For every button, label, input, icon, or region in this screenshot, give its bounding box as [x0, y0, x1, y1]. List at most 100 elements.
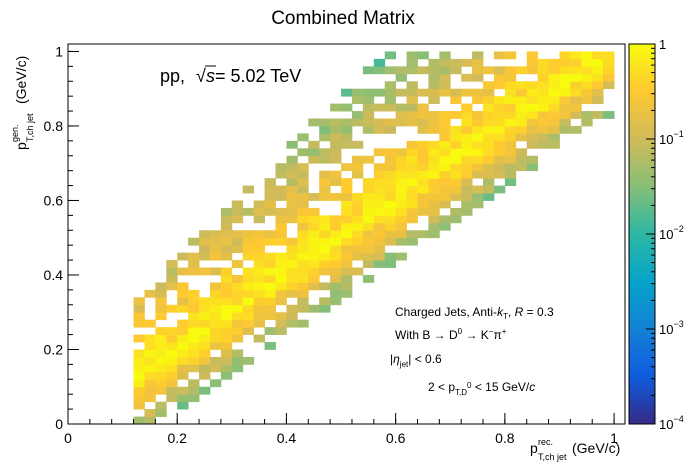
heatmap-cell	[177, 349, 189, 358]
heatmap-cell	[483, 125, 495, 134]
heatmap-cell	[286, 245, 298, 254]
heatmap-cell	[188, 267, 200, 276]
heatmap-cell	[341, 200, 353, 209]
heatmap-cell	[450, 148, 462, 157]
heatmap-cell	[155, 371, 167, 380]
heatmap-cell	[264, 342, 276, 350]
heatmap-cell	[395, 207, 407, 216]
heatmap-cell	[537, 88, 549, 97]
heatmap-cell	[264, 185, 276, 194]
heatmap-cell	[362, 245, 375, 254]
heatmap-cell	[166, 386, 178, 395]
heatmap-cell	[417, 185, 429, 194]
heatmap-cell	[428, 230, 440, 239]
heatmap-cell	[417, 148, 429, 157]
heatmap-cell	[351, 193, 364, 201]
heatmap-cell	[133, 371, 145, 380]
heatmap-cell	[483, 170, 495, 179]
heatmap-cell	[472, 73, 484, 82]
heatmap-cell	[144, 342, 156, 350]
heatmap-cell	[199, 386, 211, 395]
heatmap-cell	[559, 118, 571, 127]
heatmap-cell	[330, 148, 342, 157]
heatmap-cell	[220, 319, 233, 328]
heatmap-cell	[439, 222, 451, 231]
heatmap-cell	[330, 118, 342, 127]
heatmap-cell	[461, 148, 473, 157]
heatmap-cell	[308, 140, 320, 149]
x-axis: 0 0.2 0.4 0.6 0.8 1	[64, 413, 618, 446]
heatmap-cell	[581, 118, 593, 127]
heatmap-cell	[395, 103, 407, 112]
energy-value: = 5.02 TeV	[215, 66, 301, 86]
heatmap-cell	[526, 88, 539, 97]
heatmap-cell	[417, 170, 429, 179]
heatmap-cell	[286, 237, 298, 246]
heatmap-cell	[362, 125, 375, 134]
heatmap-cell	[395, 170, 407, 179]
heatmap-cell	[144, 364, 156, 373]
heatmap-cell	[341, 133, 353, 142]
heatmap-cell	[242, 274, 255, 283]
heatmap-cell	[384, 170, 397, 179]
heatmap-cell	[428, 170, 440, 179]
heatmap-cell	[461, 163, 473, 172]
heatmap-cell	[286, 170, 298, 179]
y-tick-label: 0.2	[44, 341, 64, 357]
heatmap-cell	[275, 230, 287, 239]
heatmap-cell	[428, 222, 440, 231]
heatmap-cell	[483, 96, 495, 105]
heatmap-cell	[373, 207, 386, 216]
heatmap-cell	[155, 349, 167, 358]
heatmap-cell	[351, 207, 364, 216]
colorbar-tick-label: 1	[659, 37, 666, 52]
heatmap-cell	[319, 304, 331, 313]
heatmap-cell	[439, 51, 451, 60]
heatmap-cell	[493, 118, 506, 127]
heatmap-cell	[188, 364, 200, 373]
heatmap-cell	[166, 334, 178, 343]
heatmap-cell	[242, 185, 255, 194]
heatmap-cell	[537, 118, 549, 127]
heatmap-cell	[220, 289, 233, 298]
heatmap-cell	[483, 163, 495, 172]
y-tick-label: 0.4	[44, 267, 64, 283]
heatmap-cell	[297, 237, 309, 246]
heatmap-cell	[362, 103, 375, 112]
heatmap-cell	[155, 409, 167, 417]
heatmap-cell	[472, 58, 484, 67]
heatmap-cell	[439, 200, 451, 209]
x-axis-label-sub: T,ch jet	[538, 452, 567, 462]
heatmap-cell	[341, 178, 353, 186]
heatmap-cell	[220, 245, 233, 254]
heatmap-cell	[275, 274, 287, 283]
heatmap-cell	[155, 334, 167, 343]
heatmap-cell	[373, 200, 386, 209]
svg-text:p: p	[13, 142, 29, 150]
y-tick-label: 0	[55, 416, 63, 432]
heatmap-cell	[504, 163, 517, 172]
heatmap-cell	[199, 334, 211, 343]
heatmap-cell	[406, 207, 418, 216]
heatmap-cell	[559, 51, 571, 60]
heatmap-cell	[395, 200, 407, 209]
heatmap-cell	[406, 51, 418, 60]
heatmap-cell	[581, 81, 593, 90]
heatmap-cell	[384, 207, 397, 216]
heatmap-cell	[504, 96, 517, 105]
heatmap-cell	[592, 66, 604, 75]
heatmap-cell	[461, 111, 473, 119]
heatmap-cell	[209, 334, 222, 343]
heatmap-cell	[253, 297, 265, 306]
heatmap-cell	[592, 88, 604, 97]
heatmap-cell	[362, 178, 375, 186]
heatmap-cell	[319, 155, 331, 164]
heatmap-cell	[341, 185, 353, 194]
heatmap-cell	[231, 215, 244, 224]
heatmap-cell	[373, 88, 386, 97]
heatmap-cell	[297, 207, 309, 216]
heatmap-cell	[526, 51, 539, 60]
heatmap-cell	[242, 245, 255, 254]
heatmap-cell	[428, 66, 440, 75]
heatmap-cell	[504, 118, 517, 127]
